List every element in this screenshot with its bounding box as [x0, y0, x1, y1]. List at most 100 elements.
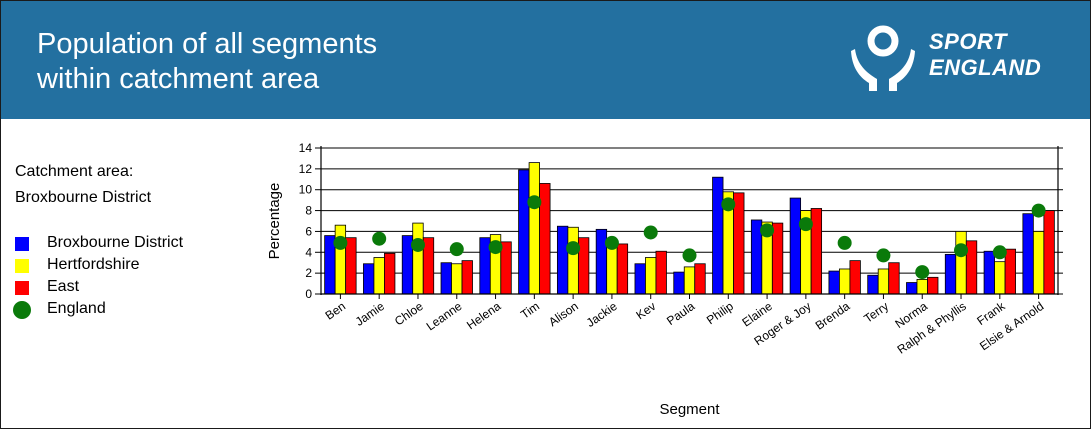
bar-east-7 — [616, 243, 629, 295]
bar-east-18 — [1043, 210, 1055, 295]
bar-hertfordshire-9 — [683, 266, 696, 295]
y-tick-label-0: 0 — [305, 287, 312, 301]
point-england-0 — [333, 235, 348, 250]
bar-east-17 — [1004, 248, 1016, 295]
y-tick-label-8: 8 — [305, 204, 312, 218]
bar-broxbourne-district-8 — [634, 263, 646, 295]
bar-broxbourne-district-5 — [518, 169, 530, 295]
page-title: Population of all segments within catchm… — [37, 27, 597, 97]
logo-wordmark: SPORT ENGLAND — [929, 29, 1041, 81]
y-tick-label-6: 6 — [305, 224, 312, 238]
bar-hertfordshire-18 — [1032, 231, 1045, 295]
point-england-4 — [488, 240, 503, 255]
bar-broxbourne-district-12 — [789, 197, 802, 295]
bar-east-0 — [345, 237, 357, 295]
bar-hertfordshire-6 — [567, 226, 579, 295]
point-england-13 — [837, 235, 852, 250]
point-england-10 — [721, 197, 736, 212]
bar-broxbourne-district-13 — [828, 270, 840, 295]
catchment-label: Catchment area: — [15, 163, 134, 180]
bar-east-8 — [655, 250, 667, 295]
x-tick-label-8: Kev — [633, 299, 658, 322]
bar-broxbourne-district-3 — [440, 262, 452, 295]
title-line-1: Population of all segments — [37, 28, 378, 60]
x-tick-label-16: Ralph & Phyllis — [895, 299, 969, 357]
bar-east-9 — [694, 263, 706, 295]
x-tick-label-7: Jackie — [584, 299, 620, 330]
bar-east-14 — [888, 262, 900, 295]
bar-broxbourne-district-10 — [712, 176, 724, 295]
bar-east-3 — [461, 260, 473, 295]
point-england-14 — [876, 248, 891, 263]
point-england-6 — [566, 241, 581, 256]
bar-east-13 — [849, 260, 861, 295]
y-axis-title: Percentage — [266, 183, 283, 260]
legend-label-broxbourne: Broxbourne District — [47, 234, 184, 251]
bar-east-15 — [927, 276, 939, 295]
x-tick-label-6: Alison — [546, 299, 581, 329]
point-england-17 — [992, 245, 1007, 260]
logo-line-2: ENGLAND — [929, 55, 1042, 80]
point-england-2 — [410, 237, 425, 252]
title-line-2: within catchment area — [37, 63, 320, 95]
bar-east-11 — [771, 222, 784, 295]
point-england-3 — [449, 242, 464, 257]
bar-broxbourne-district-16 — [944, 253, 957, 295]
bar-hertfordshire-0 — [334, 224, 347, 295]
point-england-7 — [604, 235, 619, 250]
x-tick-label-0: Ben — [323, 299, 349, 323]
bar-broxbourne-district-6 — [556, 225, 569, 295]
point-england-16 — [954, 243, 969, 258]
legend-swatch-east — [15, 281, 29, 295]
bar-broxbourne-district-14 — [867, 274, 879, 295]
point-england-1 — [372, 231, 387, 246]
x-tick-label-3: Leanne — [424, 299, 465, 334]
header-banner: Population of all segments within catchm… — [1, 1, 1090, 119]
bar-hertfordshire-17 — [994, 261, 1006, 295]
legend-swatch-hertfordshire — [15, 259, 29, 273]
bar-hertfordshire-15 — [916, 278, 928, 295]
bar-east-5 — [539, 183, 551, 295]
legend-label-england: England — [47, 300, 106, 317]
x-tick-label-1: Jamie — [353, 299, 388, 329]
bar-broxbourne-district-15 — [906, 282, 918, 295]
x-tick-label-13: Brenda — [813, 299, 853, 333]
bar-broxbourne-district-18 — [1022, 213, 1034, 295]
y-tick-label-4: 4 — [305, 245, 312, 259]
logo-line-1: SPORT — [929, 29, 1007, 54]
x-tick-label-4: Helena — [464, 299, 503, 332]
bar-east-12 — [810, 208, 823, 295]
bar-hertfordshire-14 — [877, 268, 890, 295]
point-england-12 — [798, 217, 813, 232]
point-england-18 — [1031, 203, 1046, 218]
sport-england-logo: SPORT ENGLAND — [849, 23, 1049, 93]
bar-east-1 — [384, 252, 396, 295]
catchment-area-info: Catchment area: Broxbourne District — [15, 159, 151, 211]
bar-hertfordshire-2 — [412, 222, 424, 295]
legend-label-east: East — [47, 278, 80, 295]
sport-england-emblem-icon — [851, 25, 915, 91]
x-tick-label-10: Philip — [704, 299, 736, 327]
bar-hertfordshire-8 — [645, 257, 657, 295]
legend-label-hertfordshire: Hertfordshire — [47, 256, 140, 273]
x-tick-label-5: Tim — [518, 299, 542, 322]
y-tick-label-14: 14 — [299, 141, 313, 155]
x-tick-label-9: Paula — [664, 299, 697, 328]
x-tick-label-14: Terry — [861, 299, 891, 326]
x-tick-label-2: Chloe — [392, 299, 426, 329]
bar-east-6 — [577, 237, 590, 295]
point-england-15 — [915, 265, 930, 280]
legend-swatch-broxbourne — [15, 237, 29, 251]
x-axis-title: Segment — [659, 401, 720, 418]
bar-hertfordshire-16 — [955, 231, 967, 295]
y-tick-label-2: 2 — [305, 266, 312, 280]
bar-broxbourne-district-9 — [673, 271, 685, 295]
bar-broxbourne-district-7 — [595, 228, 608, 295]
bar-broxbourne-district-17 — [983, 250, 995, 295]
legend-swatch-england — [13, 301, 31, 319]
point-england-8 — [643, 225, 658, 240]
bar-east-4 — [500, 241, 512, 295]
bar-hertfordshire-1 — [373, 257, 385, 295]
